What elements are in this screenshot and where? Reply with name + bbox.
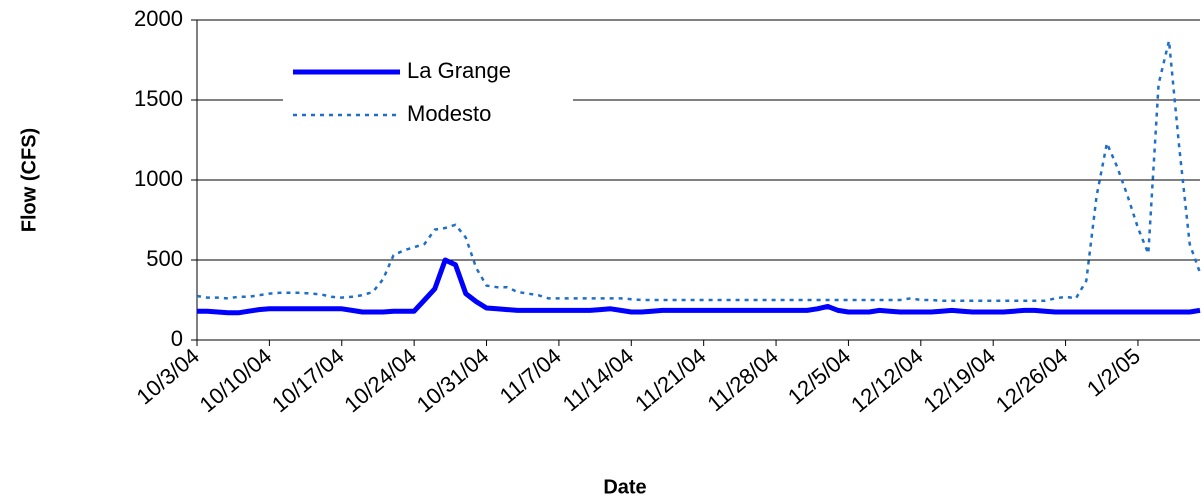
x-tick-label: 12/19/04 (918, 343, 1000, 417)
y-tick-label: 500 (146, 246, 183, 271)
legend-label: La Grange (407, 58, 511, 83)
x-tick-label: 10/17/04 (267, 343, 349, 417)
x-tick-label: 12/5/04 (783, 343, 855, 409)
x-tick-label: 11/7/04 (495, 343, 566, 408)
y-tick-label: 0 (171, 326, 183, 351)
x-axis-label: Date (603, 476, 646, 498)
y-tick-label: 1000 (134, 166, 183, 191)
x-tick-label: 11/21/04 (630, 343, 710, 416)
x-tick-label: 11/14/04 (558, 343, 638, 416)
y-axis-label: Flow (CFS) (18, 128, 40, 232)
x-tick-label: 1/2/05 (1082, 343, 1145, 401)
x-tick-label: 12/12/04 (846, 343, 928, 417)
x-tick-label: 10/31/04 (412, 343, 494, 417)
x-tick-label: 10/10/04 (195, 343, 277, 417)
x-tick-label: 12/26/04 (991, 343, 1073, 417)
legend-label: Modesto (407, 101, 491, 126)
x-tick-label: 11/28/04 (703, 343, 783, 416)
x-tick-label: 10/24/04 (339, 343, 421, 417)
series-line (197, 257, 1201, 316)
y-tick-label: 2000 (134, 6, 183, 31)
legend-box (283, 50, 573, 130)
series-line (196, 39, 1202, 303)
x-tick-label: 10/3/04 (132, 343, 204, 409)
y-tick-label: 1500 (134, 86, 183, 111)
